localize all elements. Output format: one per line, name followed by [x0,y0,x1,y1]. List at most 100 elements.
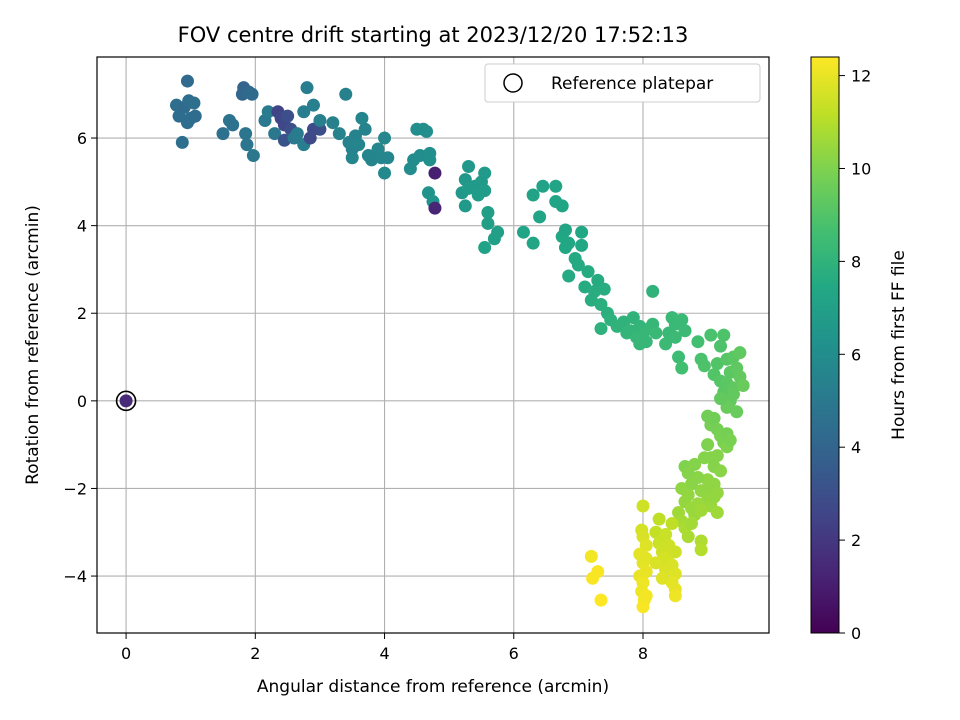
scatter-point [358,122,372,136]
scatter-point [697,451,711,465]
scatter-point [714,339,728,353]
scatter-point [352,138,366,152]
scatter-point [588,284,602,298]
scatter-point [678,324,692,338]
x-axis: 0 2 4 6 8 [121,633,648,663]
scatter-point [655,571,669,585]
scatter-point [710,449,724,463]
scatter-point [575,238,589,252]
scatter-point [681,488,695,502]
scatter-point [649,556,663,570]
scatter-point [636,600,650,614]
scatter-point [694,484,708,498]
scatter-point [575,225,589,239]
scatter-point [714,464,728,478]
scatter-point [180,74,194,88]
y-tick-label: 0 [77,392,87,411]
colorbar-gradient [810,56,840,634]
colorbar-tick-label: 0 [851,624,861,643]
scatter-point [707,490,721,504]
scatter-point [175,135,189,149]
scatter-point [481,216,495,230]
scatter-point [378,166,392,180]
x-tick-label: 6 [509,644,519,663]
scatter-point [478,241,492,255]
scatter-point [694,543,708,557]
y-tick-label: 2 [77,304,87,323]
scatter-point [297,105,311,119]
scatter-point [428,166,442,180]
scatter-point [710,357,724,371]
plot-frame [96,56,770,634]
scatter-point [710,506,724,520]
scatter-point [733,346,747,360]
scatter-point [555,199,569,213]
scatter-point [584,549,598,563]
scatter-point [536,179,550,193]
scatter-point [639,552,653,566]
scatter-point [684,516,698,530]
colorbar-tick-label: 2 [851,531,861,550]
scatter-point [240,138,254,152]
scatter-point [672,350,686,364]
y-tick-label: 6 [77,129,87,148]
y-tick-label: −4 [63,567,87,586]
scatter-point [413,149,427,163]
scatter-point [591,565,605,579]
colorbar-tick-label: 12 [851,67,871,86]
colorbar-label: Hours from first FF file [889,250,909,440]
scatter-point [332,127,346,141]
scatter-point [578,280,592,294]
scatter-point [226,118,240,132]
scatter-point [355,111,369,125]
scatter-point [707,411,721,425]
data-points [115,74,750,614]
scatter-point [597,282,611,296]
scatter-point [675,313,689,327]
scatter-point [306,98,320,112]
scatter-point [691,471,705,485]
x-tick-label: 0 [121,644,131,663]
scatter-point [581,265,595,279]
scatter-point [526,188,540,202]
scatter-point [652,512,666,526]
scatter-point [277,133,291,147]
scatter-point [639,589,653,603]
colorbar-tick-label: 6 [851,345,861,364]
legend-box [484,63,761,103]
scatter-point [458,199,472,213]
scatter-point [665,576,679,590]
scatter-point [723,433,737,447]
scatter-point [736,379,750,393]
scatter-point [594,322,608,336]
scatter-point [245,87,259,101]
scatter-point [300,81,314,95]
scatter-point [119,394,133,408]
scatter-point [516,225,530,239]
scatter-point [649,326,663,340]
scatter-point [668,330,682,344]
scatter-point [562,236,576,250]
chart-title: FOV centre drift starting at 2023/12/20 … [178,23,689,47]
scatter-point [639,335,653,349]
scatter-point [594,593,608,607]
y-axis-label: Rotation from reference (arcmin) [23,205,43,485]
legend-label: Reference platepar [551,74,713,94]
scatter-point [526,236,540,250]
scatter-point [365,153,379,167]
scatter-point [313,114,327,128]
scatter-point [659,337,673,351]
scatter-point [704,328,718,342]
scatter-point [717,328,731,342]
scatter-point [675,361,689,375]
scatter-point [187,96,201,110]
legend-marker-icon [503,73,523,93]
scatter-point [681,530,695,544]
scatter-point [659,527,673,541]
scatter-point [281,109,295,123]
scatter-point [558,223,572,237]
scatter-point [478,166,492,180]
colorbar-tick-label: 10 [851,159,871,178]
scatter-point [691,335,705,349]
scatter-point [339,87,353,101]
